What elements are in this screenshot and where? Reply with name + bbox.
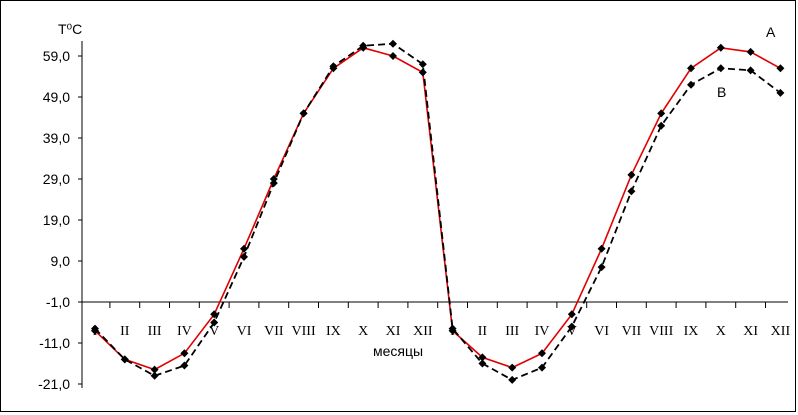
y-tick-label: 9,0 xyxy=(51,253,71,269)
data-point-B xyxy=(240,252,248,261)
data-point-B xyxy=(687,80,695,89)
data-point-A xyxy=(269,175,278,183)
data-point-A xyxy=(508,363,517,372)
data-point-B xyxy=(478,359,487,368)
data-point-A xyxy=(627,170,636,179)
data-point-A xyxy=(180,349,189,358)
data-point-B xyxy=(180,361,189,370)
y-axis-title: T⁰C xyxy=(58,21,82,37)
data-point-B xyxy=(716,64,725,73)
data-point-A xyxy=(418,68,427,77)
x-tick-label: IV xyxy=(177,324,192,339)
data-point-B xyxy=(567,322,576,331)
data-point-A xyxy=(687,64,695,73)
data-point-A xyxy=(150,365,159,374)
x-tick-label: VIII xyxy=(292,324,316,339)
data-point-B xyxy=(150,371,159,380)
data-point-B xyxy=(269,179,278,188)
data-point-A xyxy=(389,52,397,60)
data-point-A xyxy=(716,43,725,52)
x-tick-label: V xyxy=(209,324,219,339)
data-point-A xyxy=(567,310,576,319)
series-label-B: B xyxy=(717,84,726,100)
y-tick-label: 59,0 xyxy=(43,48,70,64)
data-point-B xyxy=(120,355,129,364)
series-line-A xyxy=(94,46,781,371)
data-point-B xyxy=(329,62,338,71)
data-point-B xyxy=(91,324,99,333)
x-tick-label: VII xyxy=(264,324,284,339)
data-point-A xyxy=(657,109,666,118)
series-line-B xyxy=(94,42,781,381)
x-tick-label: VI xyxy=(594,324,609,339)
x-tick-label: III xyxy=(148,324,162,339)
x-tick-label: III xyxy=(505,324,519,339)
data-point-B xyxy=(418,60,427,69)
x-tick-label: VIII xyxy=(649,324,673,339)
x-tick-label: VI xyxy=(237,324,252,339)
data-point-B xyxy=(627,187,636,196)
y-tick-label: 49,0 xyxy=(43,89,70,105)
x-tick-label: IX xyxy=(326,324,341,339)
data-point-B xyxy=(389,39,397,48)
x-tick-label: V xyxy=(567,324,577,339)
data-point-A xyxy=(746,47,755,56)
series-label-A: A xyxy=(766,24,776,40)
x-axis-title: месяцы xyxy=(373,343,423,359)
x-tick-label: II xyxy=(120,324,130,339)
x-tick-label: II xyxy=(478,324,488,339)
data-point-B xyxy=(448,324,457,333)
data-point-B xyxy=(299,109,308,118)
x-tick-label: XII xyxy=(771,324,791,339)
data-point-B xyxy=(597,263,606,272)
y-tick-label: -1,0 xyxy=(46,294,70,310)
data-point-A xyxy=(538,349,546,358)
x-tick-label: X xyxy=(358,324,368,339)
x-tick-label: X xyxy=(716,324,726,339)
y-tick-label: 39,0 xyxy=(43,130,70,146)
data-point-B xyxy=(508,375,517,384)
x-tick-label: IX xyxy=(684,324,699,339)
data-point-B xyxy=(746,66,755,75)
y-tick-label: 19,0 xyxy=(43,212,70,228)
data-point-B xyxy=(538,363,546,372)
data-point-B xyxy=(210,318,219,327)
x-tick-label: IV xyxy=(535,324,550,339)
y-tick-label: -21,0 xyxy=(38,376,70,392)
x-tick-label: XI xyxy=(743,324,758,339)
data-point-B xyxy=(657,121,666,130)
data-point-B xyxy=(359,41,368,50)
data-point-A xyxy=(240,244,248,253)
x-tick-label: XI xyxy=(386,324,401,339)
x-tick-label: VII xyxy=(622,324,642,339)
data-point-A xyxy=(597,244,606,253)
data-point-B xyxy=(776,88,785,97)
data-point-A xyxy=(478,353,487,362)
y-tick-label: 29,0 xyxy=(43,171,70,187)
data-point-A xyxy=(210,310,219,319)
x-tick-label: XII xyxy=(413,324,433,339)
y-tick-label: -11,0 xyxy=(39,335,70,351)
data-point-A xyxy=(776,64,785,73)
